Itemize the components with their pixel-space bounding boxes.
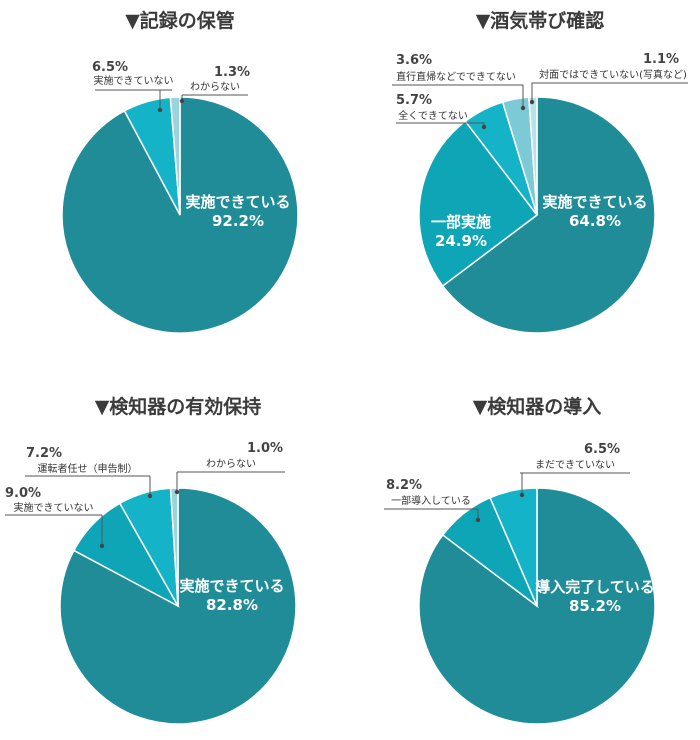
chart-title: ▼検知器の導入: [473, 395, 602, 418]
slice-value-label: 5.7%: [396, 93, 432, 108]
leader-dot: [179, 98, 185, 104]
slice-label: わからない: [190, 81, 240, 93]
slice-label: 一部導入している: [391, 494, 471, 507]
leader-line: [159, 89, 172, 110]
slice-label: 導入完了している: [535, 578, 655, 596]
leader-dot: [157, 107, 163, 113]
slice-value-label: 1.3%: [214, 65, 250, 80]
pie-slice: [441, 96, 656, 334]
slice-value-label: 82.8%: [206, 596, 258, 614]
slice-value-label: 1.1%: [643, 52, 679, 67]
pie-slice: [418, 120, 539, 287]
chart-title: ▼検知器の有効保持: [95, 395, 262, 418]
leader-line: [520, 84, 524, 108]
slice-value-label: 3.6%: [396, 53, 432, 68]
slice-value-label: 64.8%: [569, 212, 621, 230]
leader-dot: [529, 99, 535, 105]
slice-label: 実施できている: [185, 193, 290, 211]
pie-slice: [528, 96, 538, 216]
slice-label: わからない: [206, 458, 256, 470]
leader-line: [531, 82, 538, 102]
chart-title: ▼記録の保管: [125, 9, 235, 32]
slice-label: 実施できている: [179, 577, 284, 595]
slice-label: 対面ではできていない(写真など): [539, 68, 687, 81]
leader-dot: [475, 517, 481, 523]
slice-label: 実施できている: [542, 193, 647, 211]
slice-value-label: 6.5%: [92, 60, 128, 75]
leader-dot: [519, 492, 525, 498]
slice-value-label: 8.2%: [386, 478, 422, 493]
leader-dot: [99, 543, 105, 549]
slice-label: 実施できていない: [14, 501, 94, 514]
slice-label: まだできていない: [535, 459, 615, 471]
pie-slice: [489, 487, 538, 607]
slice-value-label: 1.0%: [247, 441, 283, 456]
pie-slice: [169, 96, 181, 216]
slice-value-label: 92.2%: [212, 212, 264, 230]
leader-dot: [481, 124, 487, 130]
slice-value-label: 7.2%: [26, 446, 62, 461]
slice-label: 一部実施: [431, 213, 491, 231]
leader-line: [520, 472, 523, 495]
slice-value-label: 85.2%: [569, 597, 621, 615]
slice-label: 直行直帰などでできてない: [396, 70, 516, 83]
leader-dot: [520, 105, 526, 111]
leader-dot: [147, 493, 153, 499]
slice-value-label: 9.0%: [5, 486, 41, 501]
slice-value-label: 24.9%: [435, 232, 487, 250]
slice-label: 実施できていない: [94, 74, 174, 87]
chart-title: ▼酒気帯び確認: [476, 9, 605, 32]
slice-label: 全くできてない: [398, 109, 468, 122]
pie-slice: [169, 487, 179, 607]
slice-label: 運転者任せ（申告制）: [38, 462, 138, 475]
leader-dot: [174, 489, 180, 495]
slice-value-label: 6.5%: [584, 442, 620, 457]
